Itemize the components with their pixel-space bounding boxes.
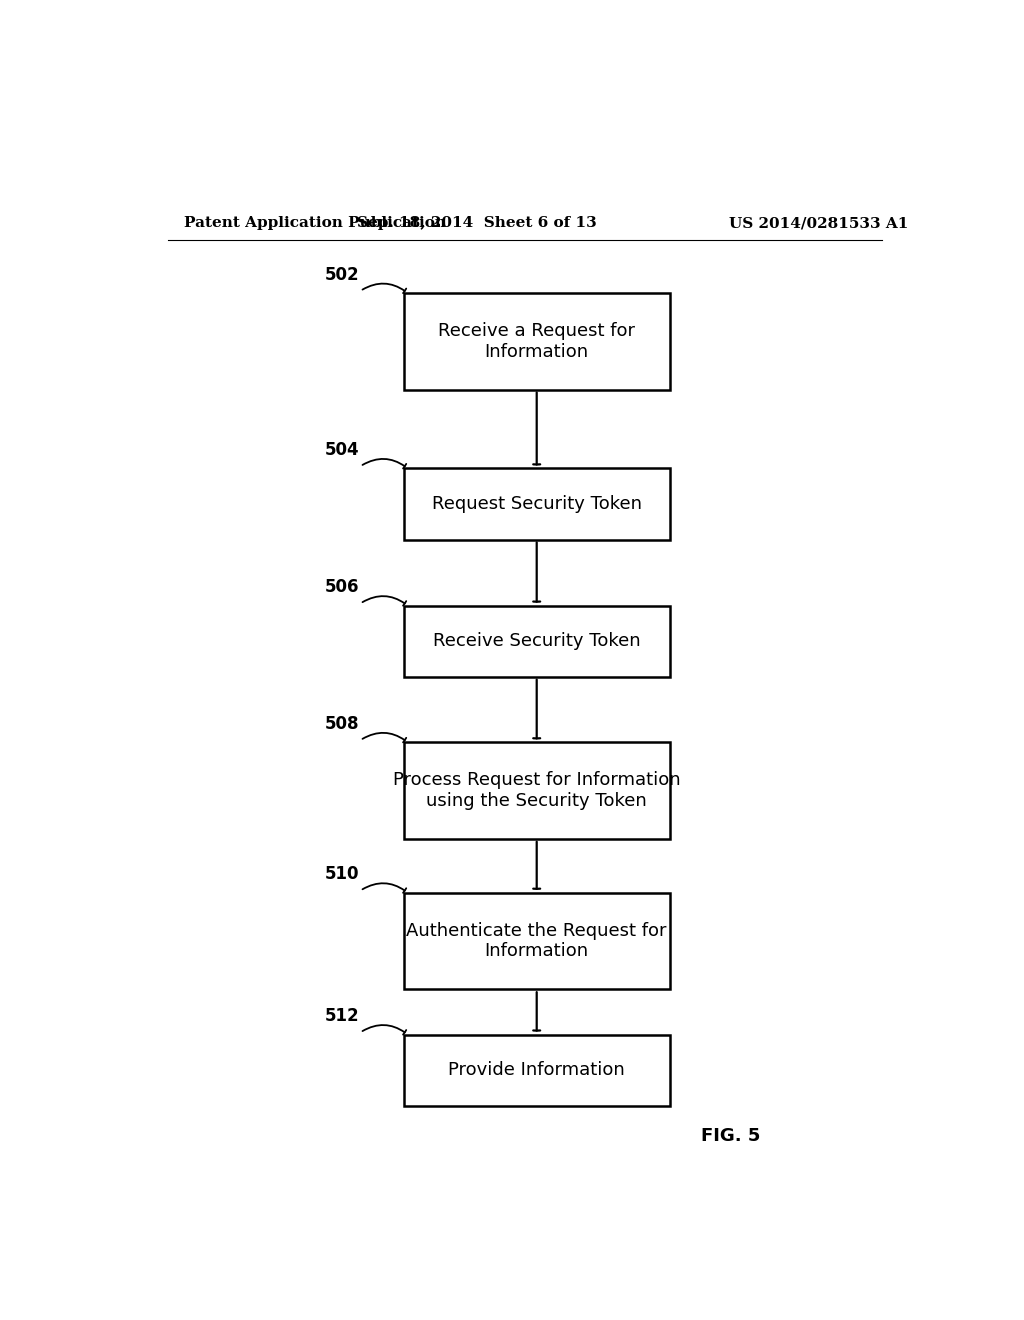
Text: Request Security Token: Request Security Token bbox=[432, 495, 642, 513]
Bar bbox=[403, 1035, 670, 1106]
Text: Patent Application Publication: Patent Application Publication bbox=[183, 216, 445, 231]
Text: 506: 506 bbox=[325, 578, 359, 597]
Text: Sep. 18, 2014  Sheet 6 of 13: Sep. 18, 2014 Sheet 6 of 13 bbox=[357, 216, 597, 231]
Bar bbox=[403, 892, 670, 989]
Text: 502: 502 bbox=[325, 265, 359, 284]
Bar bbox=[403, 469, 670, 540]
Text: US 2014/0281533 A1: US 2014/0281533 A1 bbox=[729, 216, 908, 231]
Text: 504: 504 bbox=[325, 441, 359, 459]
Text: 510: 510 bbox=[325, 866, 359, 883]
Text: 512: 512 bbox=[325, 1007, 359, 1026]
Bar bbox=[403, 293, 670, 389]
Text: FIG. 5: FIG. 5 bbox=[701, 1127, 761, 1146]
Bar bbox=[403, 742, 670, 840]
Text: Receive Security Token: Receive Security Token bbox=[433, 632, 641, 651]
Text: Process Request for Information
using the Security Token: Process Request for Information using th… bbox=[393, 771, 681, 810]
Text: 508: 508 bbox=[325, 715, 359, 733]
Bar bbox=[403, 606, 670, 677]
Text: Receive a Request for
Information: Receive a Request for Information bbox=[438, 322, 635, 360]
Text: Authenticate the Request for
Information: Authenticate the Request for Information bbox=[407, 921, 667, 961]
Text: Provide Information: Provide Information bbox=[449, 1061, 625, 1080]
